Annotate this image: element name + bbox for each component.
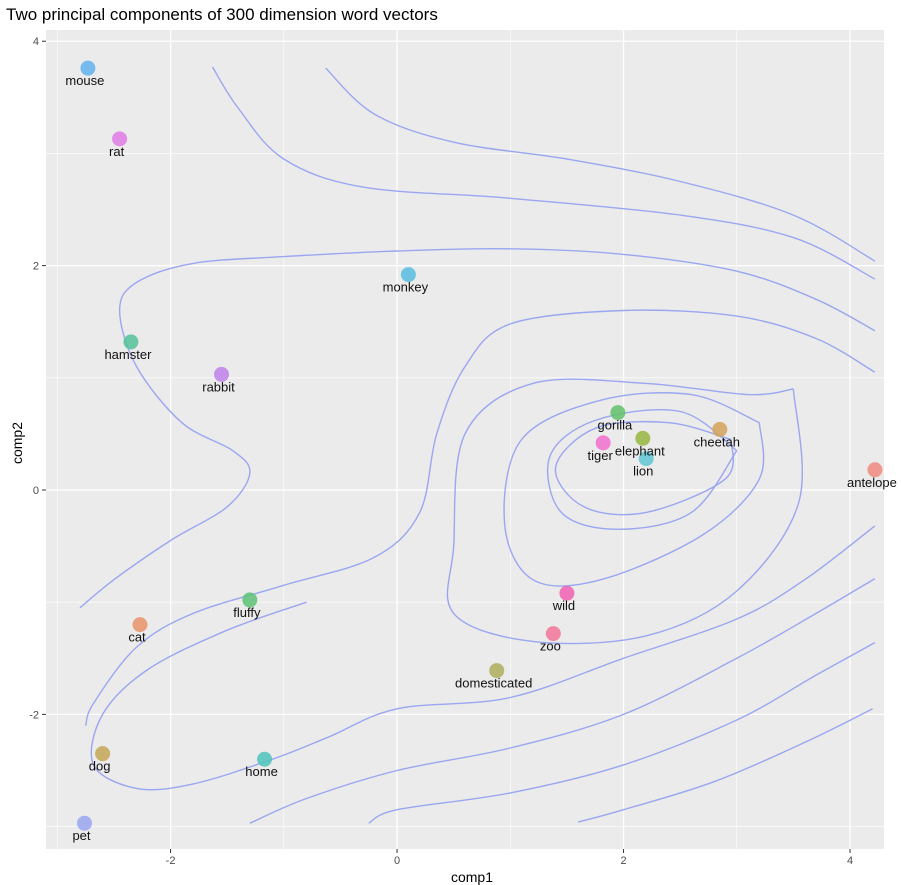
contour-line [249, 577, 876, 824]
point-label-cheetah: cheetah [694, 434, 740, 449]
point-label-antelope: antelope [847, 475, 897, 490]
point-rat [112, 131, 128, 147]
point-cheetah [712, 421, 728, 437]
grid-minor [46, 30, 884, 849]
point-gorilla [610, 405, 626, 421]
x-tick-label: -2 [166, 855, 176, 867]
point-label-lion: lion [633, 464, 653, 479]
contour-line [547, 409, 738, 531]
contour-line [325, 67, 876, 262]
data-points [77, 60, 883, 831]
point-hamster [123, 334, 139, 350]
point-wild [559, 585, 575, 601]
point-label-wild: wild [552, 598, 575, 613]
contour-line [84, 309, 876, 726]
point-domesticated [489, 663, 505, 679]
point-labels: mouse rat monkey hamster rabbit gorilla elepha… [65, 73, 897, 843]
point-label-monkey: monkey [383, 280, 429, 295]
contour-line [446, 378, 803, 645]
point-elephant [635, 430, 651, 446]
y-axis-ticks: -2 0 2 4 [29, 36, 46, 721]
point-lion [638, 451, 654, 467]
x-axis-label: comp1 [451, 869, 493, 885]
y-axis-label: comp2 [9, 422, 25, 464]
point-zoo [545, 626, 561, 642]
x-axis-ticks: -2 0 2 4 [166, 849, 853, 867]
point-cat [132, 617, 148, 633]
density-contours [79, 66, 876, 824]
y-tick-label: 4 [33, 36, 39, 48]
point-tiger [595, 435, 611, 451]
contour-line [578, 708, 874, 823]
contour-line [554, 420, 734, 516]
x-tick-label: 4 [847, 855, 853, 867]
point-label-rat: rat [109, 144, 125, 159]
point-monkey [400, 267, 416, 283]
point-label-pet: pet [72, 828, 90, 843]
point-label-fluffy: fluffy [233, 605, 261, 620]
y-tick-label: -2 [29, 709, 39, 721]
point-label-cat: cat [128, 630, 146, 645]
y-tick-label: 2 [33, 261, 39, 273]
point-label-dog: dog [89, 759, 111, 774]
point-home [257, 751, 273, 767]
point-label-elephant: elephant [615, 443, 665, 458]
point-antelope [867, 462, 883, 478]
point-pet [77, 815, 93, 831]
point-label-mouse: mouse [65, 73, 104, 88]
point-label-domesticated: domesticated [455, 676, 532, 691]
y-tick-label: 0 [33, 485, 39, 497]
contour-line [503, 392, 765, 587]
point-label-tiger: tiger [588, 448, 614, 463]
point-rabbit [214, 366, 230, 382]
point-label-rabbit: rabbit [202, 379, 235, 394]
point-label-zoo: zoo [540, 639, 561, 654]
point-dog [95, 746, 111, 762]
chart-title: Two principal components of 300 dimensio… [6, 5, 438, 24]
x-tick-label: 2 [620, 855, 626, 867]
point-label-gorilla: gorilla [598, 418, 633, 433]
x-tick-label: 0 [394, 855, 400, 867]
contour-line [79, 247, 876, 609]
plot-panel [46, 30, 884, 849]
contour-line [368, 641, 876, 824]
grid-major [46, 30, 884, 849]
contour-line [211, 66, 876, 280]
point-mouse [80, 60, 96, 76]
point-fluffy [242, 592, 258, 608]
point-label-home: home [245, 764, 278, 779]
contour-line [90, 525, 876, 791]
point-label-hamster: hamster [104, 347, 152, 362]
